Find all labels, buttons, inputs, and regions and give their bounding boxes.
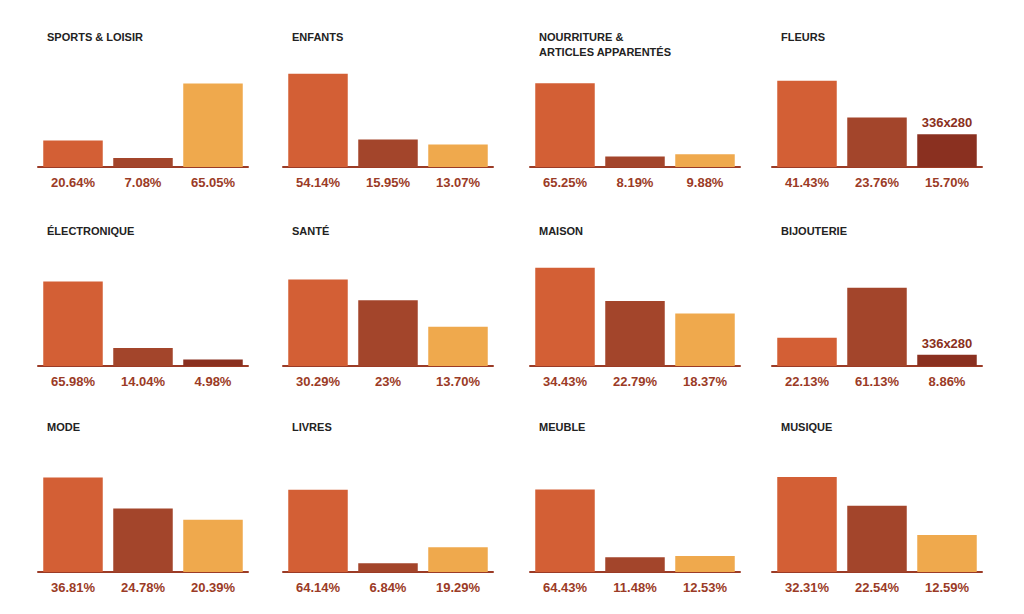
svg-text:LIVRES: LIVRES	[292, 421, 332, 433]
svg-text:41.43%: 41.43%	[785, 175, 830, 190]
svg-text:22.13%: 22.13%	[785, 374, 830, 389]
svg-text:FLEURS: FLEURS	[781, 31, 825, 43]
svg-text:6.84%: 6.84%	[370, 580, 407, 595]
svg-text:NOURRITURE &: NOURRITURE &	[539, 31, 623, 43]
svg-text:18.37%: 18.37%	[683, 374, 728, 389]
svg-text:14.04%: 14.04%	[121, 374, 166, 389]
svg-text:23%: 23%	[375, 374, 401, 389]
svg-text:MUSIQUE: MUSIQUE	[781, 421, 832, 433]
svg-text:19.29%: 19.29%	[436, 580, 481, 595]
svg-text:15.70%: 15.70%	[925, 175, 970, 190]
svg-text:12.53%: 12.53%	[683, 580, 728, 595]
svg-text:MAISON: MAISON	[539, 225, 583, 237]
svg-text:36.81%: 36.81%	[51, 580, 96, 595]
svg-text:SANTÉ: SANTÉ	[292, 225, 329, 237]
svg-text:11.48%: 11.48%	[613, 580, 657, 595]
svg-text:ÉLECTRONIQUE: ÉLECTRONIQUE	[47, 225, 134, 237]
svg-text:32.31%: 32.31%	[785, 580, 830, 595]
svg-text:8.19%: 8.19%	[617, 175, 654, 190]
svg-text:12.59%: 12.59%	[925, 580, 970, 595]
svg-text:4.98%: 4.98%	[195, 374, 232, 389]
svg-text:ENFANTS: ENFANTS	[292, 31, 343, 43]
svg-text:13.07%: 13.07%	[436, 175, 481, 190]
svg-text:30.29%: 30.29%	[296, 374, 341, 389]
svg-text:22.79%: 22.79%	[613, 374, 658, 389]
svg-text:20.39%: 20.39%	[191, 580, 236, 595]
svg-text:64.43%: 64.43%	[543, 580, 588, 595]
svg-text:15.95%: 15.95%	[366, 175, 411, 190]
svg-text:8.86%: 8.86%	[929, 374, 966, 389]
svg-text:65.98%: 65.98%	[51, 374, 96, 389]
svg-text:9.88%: 9.88%	[687, 175, 724, 190]
svg-text:22.54%: 22.54%	[855, 580, 900, 595]
svg-text:65.05%: 65.05%	[191, 175, 236, 190]
svg-text:MEUBLE: MEUBLE	[539, 421, 585, 433]
svg-text:65.25%: 65.25%	[543, 175, 588, 190]
svg-text:24.78%: 24.78%	[121, 580, 166, 595]
svg-text:54.14%: 54.14%	[296, 175, 341, 190]
svg-text:MODE: MODE	[47, 421, 80, 433]
svg-text:34.43%: 34.43%	[543, 374, 588, 389]
svg-text:BIJOUTERIE: BIJOUTERIE	[781, 225, 847, 237]
svg-text:336x280: 336x280	[922, 336, 973, 351]
svg-text:23.76%: 23.76%	[855, 175, 900, 190]
svg-text:ARTICLES APPARENTÉS: ARTICLES APPARENTÉS	[539, 46, 671, 58]
svg-text:7.08%: 7.08%	[125, 175, 162, 190]
svg-text:20.64%: 20.64%	[51, 175, 96, 190]
svg-text:13.70%: 13.70%	[436, 374, 481, 389]
svg-text:61.13%: 61.13%	[855, 374, 900, 389]
svg-text:336x280: 336x280	[922, 115, 973, 130]
svg-text:SPORTS & LOISIR: SPORTS & LOISIR	[47, 31, 143, 43]
svg-text:64.14%: 64.14%	[296, 580, 341, 595]
